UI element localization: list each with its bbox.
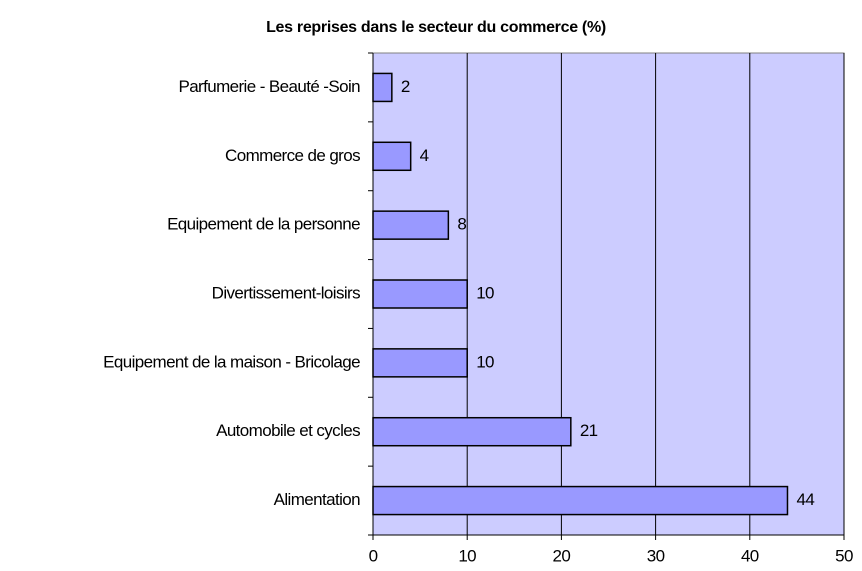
x-tick-label: 40: [741, 546, 759, 565]
y-tick-label: Commerce de gros: [225, 146, 360, 165]
data-label: 4: [420, 146, 429, 165]
bar: [372, 279, 468, 309]
x-tick-label: 30: [647, 546, 665, 565]
bar: [372, 72, 393, 103]
bar: [372, 485, 789, 516]
data-label: 8: [457, 215, 466, 234]
bar: [372, 141, 412, 172]
x-tick-label: 0: [369, 546, 378, 565]
y-tick-label: Divertissement-loisirs: [212, 283, 360, 302]
data-label: 2: [401, 77, 410, 96]
bar: [372, 348, 468, 378]
x-tick-label: 50: [835, 546, 853, 565]
y-tick-label: Equipement de la personne: [167, 215, 360, 234]
data-label: 21: [580, 421, 598, 440]
x-tick-label: 20: [553, 546, 571, 565]
y-tick-label: Automobile et cycles: [216, 421, 360, 440]
y-tick-label: Parfumerie - Beauté -Soin: [178, 77, 360, 96]
data-label: 10: [476, 352, 494, 371]
bar: [372, 416, 572, 447]
y-tick-label: Alimentation: [274, 490, 360, 509]
y-tick-label: Equipement de la maison - Bricolage: [103, 352, 360, 371]
bar: [372, 210, 450, 240]
x-tick-label: 10: [458, 546, 476, 565]
data-label: 10: [476, 283, 494, 302]
data-label: 44: [796, 490, 814, 509]
chart-title: Les reprises dans le secteur du commerce…: [266, 19, 606, 36]
